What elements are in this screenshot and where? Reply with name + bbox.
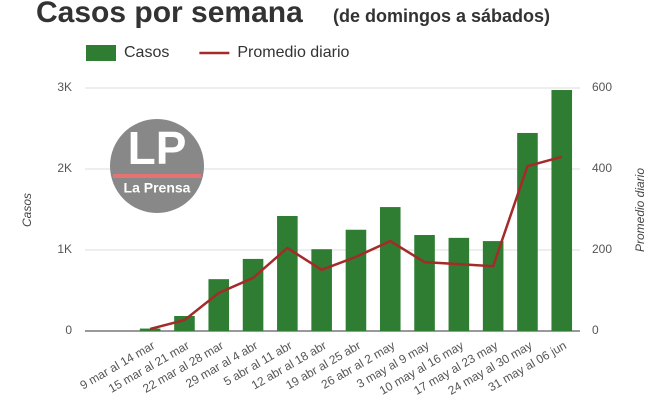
line [149, 155, 563, 331]
legend-label: Promedio diario [237, 44, 349, 61]
y-tick-label: 2K [57, 161, 72, 175]
bar [448, 237, 470, 331]
chart-title: Casos por semana [36, 0, 303, 29]
bar [208, 279, 230, 331]
logo-stripe [113, 174, 201, 178]
bar [139, 328, 161, 331]
bar [482, 241, 504, 331]
y2-tick-label: 400 [592, 161, 612, 175]
logo-name: La Prensa [124, 180, 191, 196]
legend-swatch [86, 45, 116, 61]
y-tick-label: 1K [57, 242, 72, 256]
y2-tick-label: 200 [592, 242, 612, 256]
logo-circle [110, 119, 204, 213]
bar [277, 215, 298, 331]
bar [379, 207, 401, 331]
bar [311, 249, 332, 331]
y-tick-label: 3K [57, 80, 72, 94]
bar [517, 132, 538, 331]
bar [414, 235, 435, 331]
logo-initials: LP [128, 122, 187, 174]
y-axis-title: Casos [20, 193, 34, 227]
y2-tick-label: 0 [592, 323, 599, 337]
bar [242, 258, 264, 331]
legend-label: Casos [124, 44, 169, 61]
bar [551, 90, 573, 332]
logo: LP La Prensa [110, 119, 204, 213]
chart-subtitle: (de domingos a sábados) [333, 6, 550, 26]
bar [345, 229, 367, 331]
y2-tick-label: 600 [592, 80, 612, 94]
y-tick-label: 0 [65, 323, 72, 337]
bar [174, 316, 195, 331]
y2-axis-title: Promedio diario [633, 168, 647, 252]
